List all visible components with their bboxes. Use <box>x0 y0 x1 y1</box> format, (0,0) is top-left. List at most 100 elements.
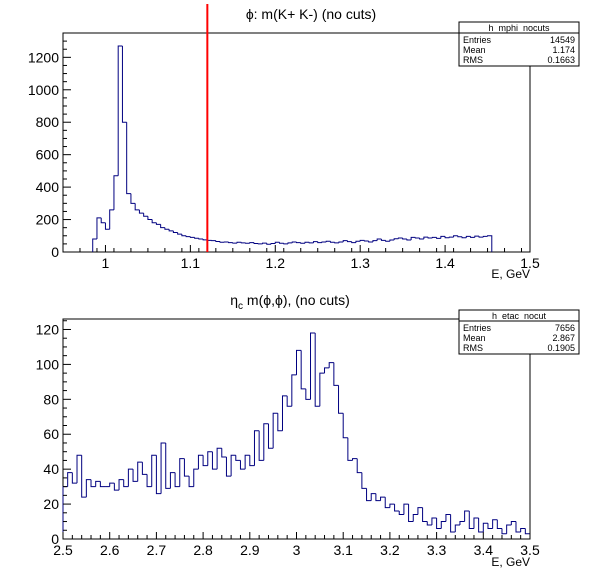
histogram-bin <box>215 240 221 242</box>
x-tick-label: 1.1 <box>181 255 201 271</box>
histogram-bin <box>104 222 110 230</box>
y-tick-label: 0 <box>51 531 59 547</box>
histogram-bin <box>281 395 288 431</box>
stats-label: Mean <box>463 45 486 55</box>
y-tick-label: 60 <box>43 426 59 442</box>
histogram-bin <box>312 241 318 243</box>
histogram-bin <box>325 240 331 242</box>
histogram-bin <box>406 239 412 241</box>
x-tick-label: 1 <box>102 255 110 271</box>
histogram-bin <box>440 235 446 239</box>
stats-name: h_mphi_nocuts <box>488 23 550 33</box>
y-tick-label: 100 <box>36 356 60 372</box>
histogram-bin <box>384 497 390 509</box>
histogram-bin <box>134 203 140 211</box>
histogram-bin <box>338 241 344 243</box>
histogram-bin <box>515 521 521 533</box>
histogram-bin <box>342 240 348 242</box>
stats-value: 0.1905 <box>547 343 575 353</box>
stats-name: h_etac_nocut <box>492 311 547 321</box>
histogram-bin <box>410 236 416 240</box>
histogram-bin <box>461 236 467 239</box>
histogram-bin <box>380 496 386 501</box>
histogram-bin <box>448 236 454 238</box>
histogram-bin <box>389 239 395 242</box>
histogram-bin <box>172 230 178 234</box>
histogram-bin <box>155 455 162 495</box>
histogram-bin <box>347 437 353 461</box>
histogram-bin <box>492 519 498 529</box>
y-tick-label: 80 <box>43 391 59 407</box>
histogram-bin <box>403 503 409 515</box>
histogram-bin <box>506 524 512 534</box>
histogram-bin <box>470 236 475 238</box>
histogram-bin <box>151 219 157 224</box>
histogram-bin <box>263 423 269 461</box>
y-tick-label: 40 <box>43 461 59 477</box>
histogram-bin <box>146 474 152 488</box>
histogram-bin <box>267 423 274 449</box>
y-tick-label: 800 <box>36 114 60 130</box>
histogram-bin <box>198 238 204 240</box>
histogram-bin <box>310 332 316 400</box>
histogram-bin <box>244 454 250 470</box>
histogram-bin <box>496 519 502 530</box>
histogram-bin <box>279 242 284 244</box>
histogram-bin <box>372 240 378 242</box>
histogram-bin <box>394 504 400 512</box>
histogram-bin <box>389 503 395 508</box>
x-tick-label: 2.9 <box>240 542 260 558</box>
histogram-bin <box>67 472 73 487</box>
tick-labels: 2.5 2.6 2.7 2.8 2.9 3 3.1 3.2 3.3 3.4 3.5 0 20 40 60 80… <box>36 321 540 558</box>
histogram-bin <box>319 372 325 407</box>
y-tick-label: 20 <box>43 496 59 512</box>
histogram-bin <box>92 238 97 252</box>
histogram-bin <box>321 241 327 243</box>
y-tick-label: 400 <box>36 179 60 195</box>
histogram-bin <box>95 480 101 487</box>
histogram-bin <box>482 235 488 238</box>
histogram-bin <box>126 122 131 195</box>
histogram-bin <box>457 235 463 238</box>
title-rest: : m(K+ K-) (no cuts) <box>254 6 377 22</box>
histogram-bin <box>408 504 414 523</box>
x-tick-label: 2.7 <box>147 542 167 558</box>
histogram-bin <box>174 472 180 488</box>
histogram-bin <box>419 238 424 240</box>
histogram-bin <box>459 521 465 526</box>
histogram-bin <box>109 482 115 487</box>
histogram-bin <box>235 455 241 461</box>
histogram-bin <box>361 472 367 489</box>
histogram-bin <box>478 236 484 238</box>
histogram-bin <box>189 236 195 238</box>
histogram-bin <box>375 493 381 502</box>
histogram-series <box>62 332 531 539</box>
histogram-bin <box>368 240 373 243</box>
histogram-bin <box>207 451 213 466</box>
x-tick-label: 1.3 <box>350 255 370 271</box>
x-tick-label: 3 <box>293 542 301 558</box>
title-subscript: c <box>238 301 243 312</box>
histogram-bin <box>270 243 276 245</box>
title-symbol: ϕ <box>246 6 254 22</box>
histogram-bin <box>100 217 106 224</box>
histogram-bin <box>109 209 114 230</box>
x-tick-label: 3.3 <box>427 542 447 558</box>
histogram-bin <box>363 240 369 242</box>
histogram-bin <box>520 528 526 533</box>
histogram-bin <box>478 518 484 533</box>
histogram-bin <box>398 511 404 516</box>
histogram-bin <box>137 461 143 482</box>
histogram-bin <box>219 241 225 243</box>
histogram-bin <box>121 45 127 123</box>
stats-value: 0.1663 <box>547 55 575 65</box>
histogram-bin <box>450 514 456 533</box>
y-tick-label: 1200 <box>28 49 59 65</box>
histogram-bin <box>123 479 129 488</box>
histogram-bin <box>346 240 352 243</box>
panel-etac-mass: ηc m(ϕ,ϕ), (no cuts) 2.5 2.6 2.7 2.8 2.9 3 3.1… <box>36 292 580 569</box>
histogram-bin <box>510 521 516 526</box>
histogram-bin <box>221 448 227 458</box>
histogram-bin <box>436 237 441 239</box>
